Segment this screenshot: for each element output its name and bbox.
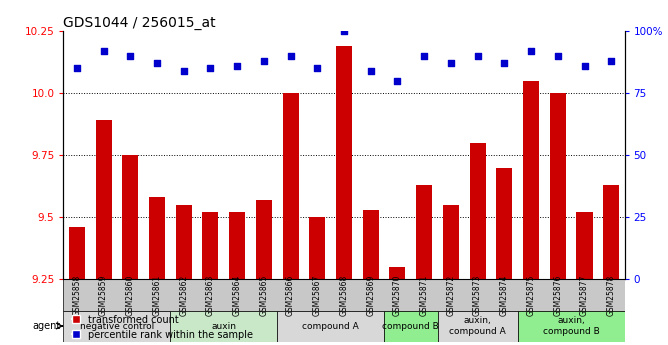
Point: [526, 48, 536, 54]
Text: GSM25861: GSM25861: [152, 274, 162, 316]
Bar: [122, 155, 138, 279]
Text: GSM25858: GSM25858: [72, 274, 81, 316]
Point: [98, 48, 109, 54]
Bar: [63, 310, 170, 342]
Text: GSM25860: GSM25860: [126, 274, 135, 316]
Text: GDS1044 / 256015_at: GDS1044 / 256015_at: [63, 16, 216, 30]
Bar: [309, 217, 325, 279]
Point: [606, 58, 617, 63]
Bar: [256, 200, 272, 279]
Text: auxin: auxin: [211, 322, 236, 331]
Point: [125, 53, 136, 59]
Text: GSM25863: GSM25863: [206, 274, 215, 316]
Bar: [363, 210, 379, 279]
Point: [552, 53, 563, 59]
Bar: [416, 185, 432, 279]
Text: auxin,
compound B: auxin, compound B: [543, 316, 599, 336]
Text: GSM25873: GSM25873: [473, 274, 482, 316]
Bar: [443, 205, 459, 279]
Point: [499, 61, 510, 66]
Point: [232, 63, 242, 69]
Point: [579, 63, 590, 69]
Bar: [518, 310, 625, 342]
Bar: [96, 120, 112, 279]
Text: GSM25878: GSM25878: [607, 274, 616, 316]
Text: GSM25862: GSM25862: [179, 274, 188, 316]
Point: [446, 61, 456, 66]
Point: [152, 61, 162, 66]
Point: [365, 68, 376, 73]
Text: GSM25870: GSM25870: [393, 274, 402, 316]
Bar: [496, 168, 512, 279]
Bar: [336, 46, 352, 279]
Point: [285, 53, 296, 59]
Text: GSM25866: GSM25866: [286, 274, 295, 316]
Text: GSM25868: GSM25868: [339, 274, 349, 316]
Text: GSM25874: GSM25874: [500, 274, 509, 316]
Bar: [603, 185, 619, 279]
Bar: [389, 267, 405, 279]
Text: negative control: negative control: [79, 322, 154, 331]
Bar: [523, 81, 539, 279]
Legend: transformed count, percentile rank within the sample: transformed count, percentile rank withi…: [68, 311, 257, 344]
Bar: [384, 310, 438, 342]
Bar: [149, 197, 165, 279]
Bar: [69, 227, 85, 279]
Point: [472, 53, 483, 59]
Point: [71, 66, 82, 71]
Text: GSM25875: GSM25875: [526, 274, 536, 316]
Text: GSM25864: GSM25864: [232, 274, 242, 316]
Text: GSM25865: GSM25865: [259, 274, 269, 316]
Bar: [229, 213, 245, 279]
Point: [205, 66, 216, 71]
Text: GSM25872: GSM25872: [446, 274, 456, 316]
Point: [259, 58, 269, 63]
Point: [312, 66, 323, 71]
Bar: [277, 310, 384, 342]
Text: GSM25876: GSM25876: [553, 274, 562, 316]
Bar: [283, 93, 299, 279]
Bar: [438, 310, 518, 342]
Text: compound B: compound B: [383, 322, 439, 331]
Point: [178, 68, 189, 73]
Point: [419, 53, 430, 59]
Bar: [63, 279, 625, 311]
Text: GSM25877: GSM25877: [580, 274, 589, 316]
Text: auxin,
compound A: auxin, compound A: [450, 316, 506, 336]
Text: agent: agent: [33, 321, 61, 331]
Bar: [202, 213, 218, 279]
Bar: [170, 310, 277, 342]
Text: compound A: compound A: [303, 322, 359, 331]
Point: [392, 78, 403, 83]
Bar: [550, 93, 566, 279]
Bar: [470, 143, 486, 279]
Point: [339, 28, 349, 34]
Text: GSM25859: GSM25859: [99, 274, 108, 316]
Text: GSM25871: GSM25871: [420, 274, 429, 316]
Text: GSM25867: GSM25867: [313, 274, 322, 316]
Text: GSM25869: GSM25869: [366, 274, 375, 316]
Bar: [576, 213, 593, 279]
Bar: [176, 205, 192, 279]
